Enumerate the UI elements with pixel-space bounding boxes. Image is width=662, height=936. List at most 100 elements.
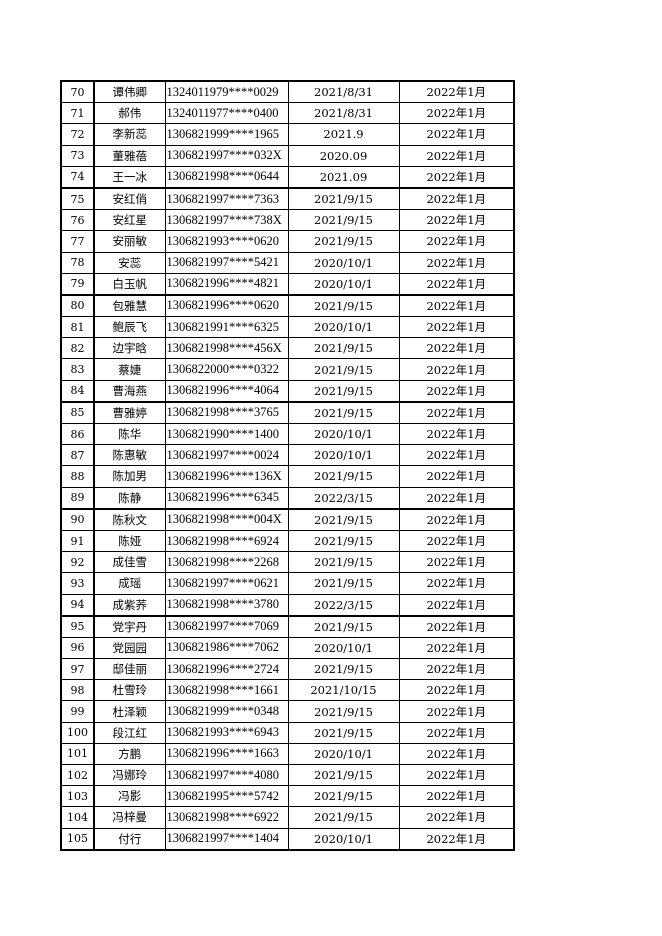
id-number-cell: 1306821997****0621 bbox=[164, 572, 289, 595]
row-number: 95 bbox=[60, 615, 95, 638]
month-cell: 2022年1月 bbox=[398, 337, 515, 360]
table-row: 102 冯娜玲 1306821997****4080 2021/9/15 2022年1月 bbox=[60, 763, 515, 787]
id-number-cell: 1306821998****6924 bbox=[164, 529, 289, 553]
month-cell: 2022年1月 bbox=[398, 679, 515, 702]
table-row: 90 陈秋文 1306821998****004X 2021/9/15 2022年1月 bbox=[60, 508, 515, 531]
table-row: 75 安红俏 1306821997****7363 2021/9/15 2022年1月 bbox=[60, 187, 515, 211]
table-row: 105 付行 1306821997****1404 2020/10/1 2022年1月 bbox=[60, 827, 515, 851]
row-number: 74 bbox=[60, 165, 95, 189]
row-number: 85 bbox=[60, 401, 95, 424]
table-row: 88 陈加男 1306821996****136X 2021/9/15 2022年1月 bbox=[60, 465, 515, 488]
id-number-cell: 1306821998****1661 bbox=[164, 679, 289, 702]
table-row: 72 李新蕊 1306821999****1965 2021.9 2022年1月 bbox=[60, 123, 515, 146]
table-row: 76 安红星 1306821997****738X 2021/9/15 2022年1月 bbox=[60, 209, 515, 232]
table-row: 92 成佳雪 1306821998****2268 2021/9/15 2022年1月 bbox=[60, 551, 515, 574]
month-cell: 2022年1月 bbox=[398, 593, 515, 617]
row-number: 79 bbox=[60, 272, 95, 296]
id-number-cell: 1306821998****6922 bbox=[164, 806, 289, 829]
month-cell: 2022年1月 bbox=[398, 465, 515, 488]
row-number: 94 bbox=[60, 593, 95, 617]
row-number: 78 bbox=[60, 251, 95, 274]
date-cell: 2021/9/15 bbox=[287, 209, 400, 232]
table-row: 86 陈华 1306821990****1400 2020/10/1 2022年1月 bbox=[60, 422, 515, 446]
id-number-cell: 1324011977****0400 bbox=[164, 102, 289, 125]
id-number-cell: 1306821999****1965 bbox=[164, 123, 289, 146]
name-cell: 成佳雪 bbox=[93, 551, 166, 574]
date-cell: 2021/9/15 bbox=[287, 763, 400, 787]
row-number: 86 bbox=[60, 422, 95, 446]
id-number-cell: 1306821997****4080 bbox=[164, 763, 289, 787]
name-cell: 曹海燕 bbox=[93, 379, 166, 403]
month-cell: 2022年1月 bbox=[398, 165, 515, 189]
table-row: 103 冯影 1306821995****5742 2021/9/15 2022年1月 bbox=[60, 785, 515, 808]
month-cell: 2022年1月 bbox=[398, 379, 515, 403]
row-number: 96 bbox=[60, 636, 95, 660]
date-cell: 2021/9/15 bbox=[287, 187, 400, 211]
month-cell: 2022年1月 bbox=[398, 401, 515, 424]
id-number-cell: 1306821998****0644 bbox=[164, 165, 289, 189]
table-row: 83 蔡婕 1306822000****0322 2021/9/15 2022年1月 bbox=[60, 358, 515, 381]
month-cell: 2022年1月 bbox=[398, 187, 515, 211]
name-cell: 方鹏 bbox=[93, 742, 166, 766]
date-cell: 2021/9/15 bbox=[287, 358, 400, 381]
name-cell: 党园园 bbox=[93, 636, 166, 660]
row-number: 104 bbox=[60, 806, 95, 829]
id-number-cell: 1324011979****0029 bbox=[164, 80, 289, 104]
table-row: 104 冯梓曼 1306821998****6922 2021/9/15 2022年1月 bbox=[60, 806, 515, 829]
name-cell: 蔡婕 bbox=[93, 358, 166, 381]
table-row: 81 鲍辰飞 1306821991****6325 2020/10/1 2022年1月 bbox=[60, 316, 515, 339]
date-cell: 2021/9/15 bbox=[287, 615, 400, 638]
id-number-cell: 1306821996****2724 bbox=[164, 658, 289, 681]
name-cell: 曹雅婷 bbox=[93, 401, 166, 424]
row-number: 82 bbox=[60, 337, 95, 360]
id-number-cell: 1306821996****136X bbox=[164, 465, 289, 488]
month-cell: 2022年1月 bbox=[398, 763, 515, 787]
roster-table: 70 谭伟卿 1324011979****0029 2021/8/31 2022年1月 7… bbox=[60, 80, 515, 851]
month-cell: 2022年1月 bbox=[398, 358, 515, 381]
id-number-cell: 1306821996****6345 bbox=[164, 486, 289, 510]
name-cell: 陈华 bbox=[93, 422, 166, 446]
row-number: 84 bbox=[60, 379, 95, 403]
row-number: 83 bbox=[60, 358, 95, 381]
table-row: 71 郝伟 1324011977****0400 2021/8/31 2022年1月 bbox=[60, 102, 515, 125]
row-number: 93 bbox=[60, 572, 95, 595]
month-cell: 2022年1月 bbox=[398, 636, 515, 660]
row-number: 90 bbox=[60, 508, 95, 531]
date-cell: 2021/9/15 bbox=[287, 379, 400, 403]
name-cell: 段江红 bbox=[93, 721, 166, 744]
id-number-cell: 1306822000****0322 bbox=[164, 358, 289, 381]
name-cell: 冯影 bbox=[93, 785, 166, 808]
row-number: 103 bbox=[60, 785, 95, 808]
month-cell: 2022年1月 bbox=[398, 658, 515, 681]
name-cell: 安红俏 bbox=[93, 187, 166, 211]
table-row: 87 陈惠敏 1306821997****0024 2020/10/1 2022年1月 bbox=[60, 444, 515, 467]
row-number: 91 bbox=[60, 529, 95, 553]
id-number-cell: 1306821996****4064 bbox=[164, 379, 289, 403]
date-cell: 2021/9/15 bbox=[287, 806, 400, 829]
date-cell: 2021/9/15 bbox=[287, 230, 400, 253]
date-cell: 2021/9/15 bbox=[287, 572, 400, 595]
date-cell: 2020/10/1 bbox=[287, 272, 400, 296]
row-number: 71 bbox=[60, 102, 95, 125]
month-cell: 2022年1月 bbox=[398, 294, 515, 318]
id-number-cell: 1306821999****0348 bbox=[164, 700, 289, 723]
row-number: 92 bbox=[60, 551, 95, 574]
name-cell: 成瑶 bbox=[93, 572, 166, 595]
id-number-cell: 1306821997****7363 bbox=[164, 187, 289, 211]
name-cell: 杜泽颖 bbox=[93, 700, 166, 723]
name-cell: 冯梓曼 bbox=[93, 806, 166, 829]
date-cell: 2021/9/15 bbox=[287, 721, 400, 744]
name-cell: 邸佳丽 bbox=[93, 658, 166, 681]
name-cell: 陈娅 bbox=[93, 529, 166, 553]
date-cell: 2020/10/1 bbox=[287, 316, 400, 339]
row-number: 99 bbox=[60, 700, 95, 723]
month-cell: 2022年1月 bbox=[398, 80, 515, 104]
id-number-cell: 1306821995****5742 bbox=[164, 785, 289, 808]
month-cell: 2022年1月 bbox=[398, 444, 515, 467]
id-number-cell: 1306821998****3780 bbox=[164, 593, 289, 617]
id-number-cell: 1306821997****0024 bbox=[164, 444, 289, 467]
date-cell: 2021/9/15 bbox=[287, 551, 400, 574]
row-number: 80 bbox=[60, 294, 95, 318]
date-cell: 2020/10/1 bbox=[287, 422, 400, 446]
table-row: 85 曹雅婷 1306821998****3765 2021/9/15 2022年1月 bbox=[60, 401, 515, 424]
